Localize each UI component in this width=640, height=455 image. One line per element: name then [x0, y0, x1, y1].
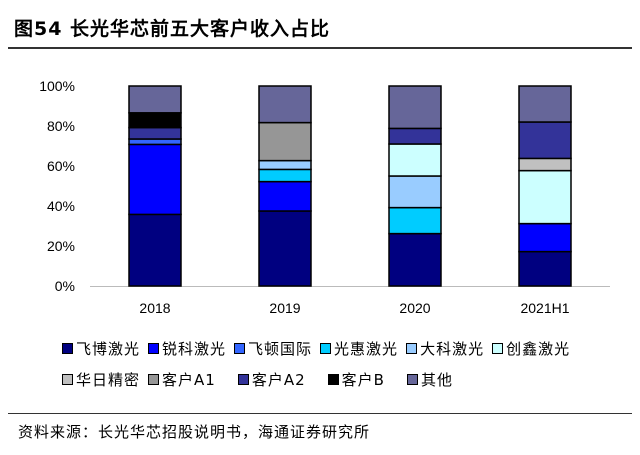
y-tick-label: 40% [47, 198, 75, 214]
bar-segment [258, 168, 312, 183]
y-tick-label: 60% [47, 158, 75, 174]
bar-segment [258, 121, 312, 162]
x-tick-label: 2020 [399, 300, 430, 316]
legend-label: 光惠激光 [334, 340, 399, 358]
bar-segment [388, 206, 442, 235]
legend-item: 客户A2 [237, 369, 306, 390]
legend-label: 创鑫激光 [506, 340, 571, 358]
legend-item: 大科激光 [406, 338, 484, 359]
legend-swatch [406, 374, 418, 385]
legend-row-2: 华日精密 客户A1 客户A2 客户B 其他 [62, 369, 471, 390]
legend-swatch [148, 374, 160, 385]
legend-swatch [406, 343, 418, 354]
title-divider [8, 47, 632, 49]
legend-swatch [327, 374, 339, 385]
legend-label: 大科激光 [420, 340, 485, 358]
legend-item: 飞博激光 [62, 338, 140, 359]
bar-segment [128, 85, 182, 114]
y-tick-label: 100% [39, 78, 75, 94]
bar-segment [518, 222, 572, 253]
bar-segment [388, 175, 442, 209]
x-tick-label: 2019 [269, 300, 300, 316]
chart-title: 图54 长光华芯前五大客户收入占比 [14, 18, 331, 40]
bar-segment [258, 85, 312, 124]
legend-item: 华日精密 [62, 369, 140, 390]
bar-segment [388, 143, 442, 177]
bar-segment [518, 250, 572, 287]
bar-segment [128, 138, 182, 146]
x-tick-label: 2021H1 [520, 300, 569, 316]
legend-item: 锐科激光 [148, 338, 226, 359]
bar-segment [518, 85, 572, 123]
legend-label: 客户A1 [162, 371, 216, 389]
bar-segment [128, 143, 182, 216]
bar-segment [518, 121, 572, 160]
bar-segment [388, 232, 442, 287]
legend-label: 其他 [420, 371, 453, 389]
legend-label: 华日精密 [76, 371, 141, 389]
legend-label: 飞顿国际 [248, 340, 313, 358]
bar-segment [388, 127, 442, 145]
legend-swatch [234, 343, 246, 354]
y-tick-label: 20% [47, 238, 75, 254]
legend-swatch [62, 374, 73, 385]
legend-row-1: 飞博激光 锐科激光 飞顿国际 光惠激光 大科激光 创鑫激光 [62, 338, 574, 359]
bar-segment [388, 85, 442, 130]
bar-segment [128, 126, 182, 140]
bar-segment [518, 157, 572, 172]
legend-swatch [237, 374, 249, 385]
y-tick-label: 0% [55, 278, 75, 294]
legend-label: 客户A2 [251, 371, 306, 389]
bar-segment [258, 210, 312, 287]
source-divider [8, 413, 632, 414]
legend-label: 锐科激光 [162, 340, 227, 358]
y-tick-label: 80% [47, 118, 75, 134]
bar-segment [258, 159, 312, 171]
legend-item: 其他 [406, 369, 453, 390]
legend-item: 客户B [327, 369, 385, 390]
bar-segment [128, 213, 182, 287]
x-tick-label: 2018 [139, 300, 170, 316]
legend-swatch [62, 343, 73, 354]
legend-label: 客户B [341, 371, 385, 389]
bar-segment [128, 112, 182, 129]
bar-segment [518, 169, 572, 225]
legend-swatch [492, 343, 504, 354]
legend-swatch [320, 343, 332, 354]
legend-item: 光惠激光 [320, 338, 398, 359]
legend-item: 飞顿国际 [234, 338, 312, 359]
bar-segment [258, 180, 312, 212]
legend-swatch [148, 343, 160, 354]
source-note: 资料来源：长光华芯招股说明书，海通证券研究所 [18, 423, 371, 441]
legend-item: 客户A1 [148, 369, 216, 390]
legend-label: 飞博激光 [76, 340, 141, 358]
stacked-bar-chart: 0% 20% 40% 60% 80% 100% 2018 2019 2020 2021H1 [39, 78, 610, 316]
legend-item: 创鑫激光 [492, 338, 570, 359]
